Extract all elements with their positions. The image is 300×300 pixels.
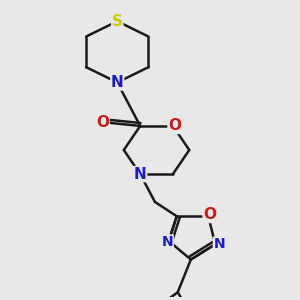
Text: O: O bbox=[168, 118, 181, 134]
Text: O: O bbox=[203, 208, 216, 223]
Text: O: O bbox=[96, 115, 109, 130]
Text: N: N bbox=[134, 167, 147, 182]
Text: N: N bbox=[162, 235, 173, 249]
Text: N: N bbox=[213, 237, 225, 251]
Text: S: S bbox=[112, 14, 123, 29]
Text: N: N bbox=[111, 75, 124, 90]
